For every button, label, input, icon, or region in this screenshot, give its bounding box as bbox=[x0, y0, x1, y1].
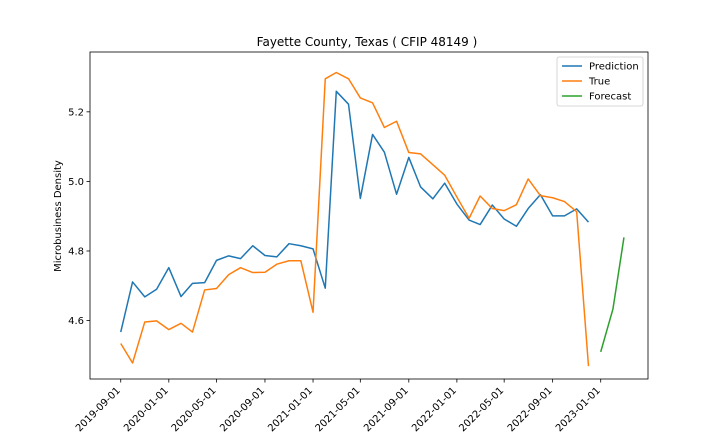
series-line-prediction bbox=[120, 90, 590, 333]
y-tick-label: 4.6 bbox=[68, 316, 84, 327]
chart-title: Fayette County, Texas ( CFIP 48149 ) bbox=[257, 35, 478, 49]
legend-label-prediction: Prediction bbox=[589, 62, 639, 73]
y-axis-label: Microbusiness Density bbox=[53, 160, 64, 272]
legend-label-true: True bbox=[588, 77, 610, 88]
y-axis: 4.6 4.8 5.0 5.2 bbox=[68, 107, 90, 327]
plot-frame bbox=[89, 51, 649, 380]
legend: Prediction True Forecast bbox=[556, 56, 644, 107]
legend-box bbox=[556, 56, 644, 107]
series-line-true bbox=[120, 71, 590, 367]
series-line-forecast bbox=[599, 237, 625, 353]
y-tick-label: 4.8 bbox=[68, 246, 84, 257]
y-tick-label: 5.0 bbox=[68, 177, 84, 188]
series-lines bbox=[120, 71, 625, 367]
y-tick-label: 5.2 bbox=[68, 107, 84, 118]
legend-label-forecast: Forecast bbox=[589, 92, 631, 103]
